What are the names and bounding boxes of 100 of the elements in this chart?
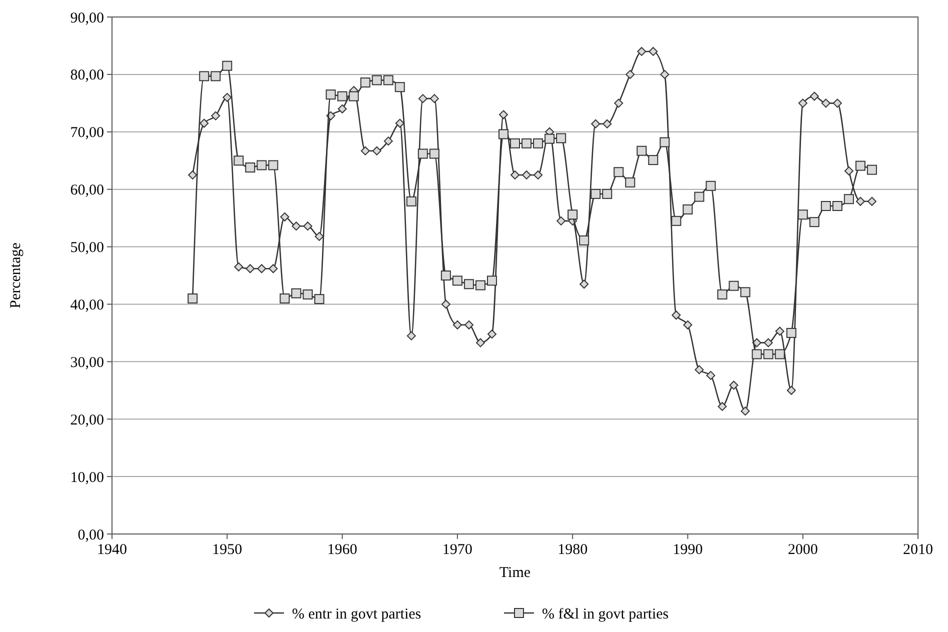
point [832, 98, 842, 108]
point [602, 188, 612, 199]
y-tick-label: 70,00 [70, 125, 104, 142]
point [487, 330, 496, 339]
point [464, 320, 474, 330]
point [625, 177, 636, 188]
point [694, 365, 704, 374]
point [832, 200, 842, 211]
point [418, 94, 428, 104]
point [648, 46, 658, 56]
point [498, 110, 508, 120]
x-tick-label: 2000 [788, 542, 818, 558]
point [360, 77, 370, 88]
point [464, 279, 474, 290]
point [384, 136, 393, 146]
point [429, 148, 440, 159]
point [406, 331, 416, 340]
point [348, 91, 359, 102]
point [292, 222, 301, 231]
point [717, 289, 728, 300]
point [234, 156, 244, 166]
point [809, 217, 820, 228]
point [763, 349, 774, 360]
point [452, 320, 462, 330]
point [360, 146, 370, 156]
point [660, 137, 670, 148]
point [590, 188, 601, 199]
point [510, 138, 520, 148]
point [188, 170, 198, 180]
x-tick-label: 1970 [442, 542, 472, 558]
point [660, 70, 670, 79]
point [406, 196, 416, 206]
point [637, 46, 646, 56]
point [626, 70, 635, 79]
point [302, 289, 313, 300]
point [395, 118, 404, 128]
y-tick-label: 10,00 [70, 470, 104, 486]
x-tick-label: 1960 [327, 542, 358, 558]
point [291, 288, 302, 298]
point [844, 166, 854, 176]
point [441, 300, 450, 309]
point [338, 104, 347, 114]
point [383, 75, 394, 86]
point [476, 338, 485, 348]
point [820, 200, 831, 211]
point [556, 133, 566, 144]
point [568, 210, 578, 220]
point [856, 196, 865, 206]
point [671, 216, 682, 226]
point [222, 60, 232, 71]
point [798, 210, 808, 220]
point [200, 118, 209, 128]
point [337, 91, 348, 102]
point [602, 119, 612, 128]
point [740, 287, 750, 298]
point [682, 204, 693, 214]
point [752, 338, 762, 348]
point [280, 212, 290, 222]
point [534, 170, 543, 180]
y-tick-label: 90,00 [70, 10, 104, 26]
point [210, 71, 221, 82]
point [510, 170, 520, 180]
point [245, 162, 256, 173]
point [280, 293, 290, 304]
point [533, 138, 544, 148]
point [556, 216, 566, 226]
point [303, 222, 312, 231]
point [234, 262, 244, 272]
point [257, 264, 266, 274]
x-tick-label: 2010 [903, 542, 933, 558]
point [544, 134, 555, 144]
point [211, 111, 220, 120]
y-tick-label: 50,00 [70, 240, 104, 256]
point [591, 119, 600, 128]
point [256, 160, 267, 170]
point [774, 349, 785, 360]
legend-label: % entr in govt parties [292, 606, 422, 622]
point [775, 326, 784, 336]
x-tick-label: 1990 [672, 542, 703, 558]
legend-label: % f&l in govt parties [542, 606, 669, 622]
point [522, 170, 532, 180]
point [683, 320, 692, 330]
y-tick-label: 0,00 [78, 527, 104, 544]
point [718, 402, 727, 411]
point [866, 164, 877, 175]
x-tick-label: 1940 [97, 542, 127, 558]
y-tick-label: 40,00 [70, 297, 104, 314]
point [798, 98, 808, 108]
y-tick-label: 20,00 [70, 412, 104, 428]
point [855, 160, 866, 171]
point [706, 370, 716, 380]
point [199, 71, 210, 82]
point [740, 406, 750, 416]
point [694, 192, 704, 202]
x-tick-label: 1980 [558, 542, 588, 558]
y-tick-label: 80,00 [70, 68, 104, 84]
point [394, 82, 405, 92]
point [706, 180, 716, 191]
point [522, 138, 532, 148]
y-tick-label: 30,00 [70, 354, 104, 371]
